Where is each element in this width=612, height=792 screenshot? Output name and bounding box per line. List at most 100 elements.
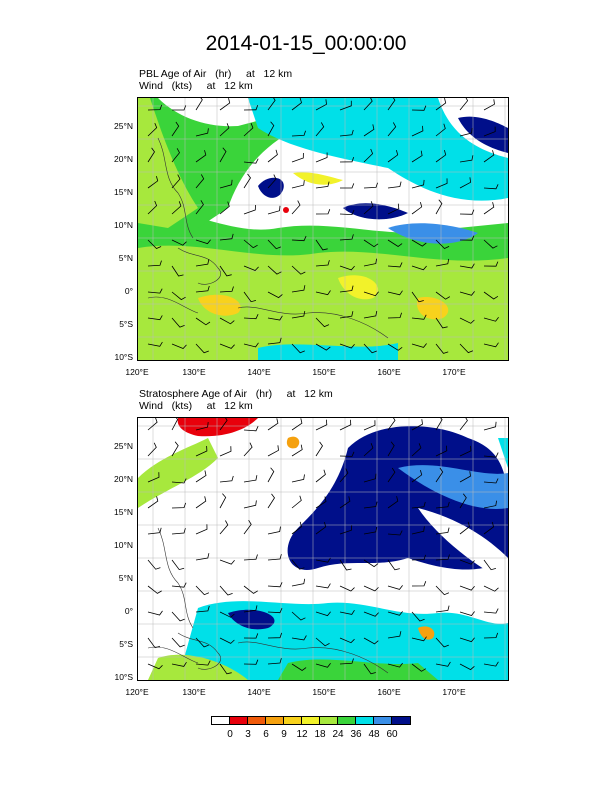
wind-barb bbox=[435, 317, 448, 329]
wind-barb bbox=[411, 611, 425, 622]
wind-barb bbox=[267, 632, 283, 639]
wind-barb bbox=[483, 478, 499, 484]
wind-barb bbox=[171, 637, 185, 648]
colorbar-label: 6 bbox=[263, 729, 269, 740]
wind-barb bbox=[387, 496, 399, 509]
panel2-wind-barbs bbox=[147, 418, 499, 675]
map-title: 2014-01-15_00:00:00 bbox=[205, 32, 407, 55]
wind-barb bbox=[171, 201, 182, 215]
wind-barb bbox=[267, 239, 282, 250]
wind-barb bbox=[363, 343, 377, 354]
wind-barb bbox=[267, 493, 275, 509]
panel2-field-title: Stratosphere Age of Air (hr) at 12 km bbox=[139, 388, 333, 400]
wind-barb bbox=[459, 177, 472, 189]
wind-barb bbox=[411, 636, 427, 642]
wind-barb bbox=[387, 631, 402, 639]
wind-barb bbox=[195, 637, 209, 648]
lat-label: 0° bbox=[124, 606, 133, 616]
wind-barb bbox=[459, 418, 468, 431]
wind-barb bbox=[147, 122, 158, 137]
wind-barb bbox=[147, 585, 162, 594]
colorbar-swatch bbox=[302, 717, 320, 724]
wind-barb bbox=[459, 155, 474, 163]
wind-barb bbox=[411, 105, 427, 111]
wind-barb bbox=[411, 291, 424, 303]
wind-barb bbox=[459, 445, 472, 457]
wind-barb bbox=[363, 637, 379, 645]
wind-barb bbox=[483, 632, 499, 639]
wind-barb bbox=[267, 418, 279, 431]
wind-barb bbox=[363, 201, 374, 215]
wind-barb bbox=[459, 493, 467, 509]
panel1-wind-title: Wind (kts) at 12 km bbox=[139, 80, 253, 92]
wind-barb bbox=[291, 635, 307, 641]
wind-barb bbox=[363, 148, 374, 163]
wind-barb bbox=[387, 98, 396, 111]
wind-barb bbox=[243, 173, 251, 189]
wind-barb bbox=[411, 179, 425, 189]
wind-barb bbox=[171, 661, 187, 667]
wind-barb bbox=[291, 98, 302, 111]
colorbar-label: 3 bbox=[245, 729, 251, 740]
wind-barb bbox=[387, 181, 402, 189]
colorbar bbox=[211, 716, 411, 725]
wind-barb bbox=[195, 259, 210, 267]
lat-label: 10°N bbox=[114, 540, 133, 550]
wind-barb bbox=[363, 559, 379, 568]
wind-barb bbox=[291, 578, 306, 587]
wind-barb bbox=[435, 445, 448, 457]
wind-barb bbox=[363, 182, 378, 189]
wind-barb bbox=[267, 315, 283, 321]
wind-barb bbox=[291, 265, 306, 275]
wind-barb bbox=[195, 496, 207, 509]
wind-barb bbox=[171, 502, 187, 509]
wind-barb bbox=[147, 472, 160, 483]
wind-barb bbox=[315, 419, 328, 431]
wind-barb bbox=[483, 184, 499, 190]
wind-barb bbox=[339, 525, 353, 535]
wind-barb bbox=[171, 121, 180, 137]
strat-fill-layer bbox=[138, 418, 508, 680]
wind-barb bbox=[483, 239, 498, 249]
wind-barb bbox=[339, 451, 355, 457]
wind-barb bbox=[147, 341, 163, 347]
colorbar-swatch bbox=[230, 717, 248, 724]
wind-barb bbox=[315, 343, 331, 351]
wind-barb bbox=[387, 122, 397, 137]
wind-barb bbox=[219, 493, 227, 509]
wind-barb bbox=[483, 661, 499, 667]
wind-barb bbox=[363, 473, 377, 483]
wind-barb bbox=[435, 291, 451, 300]
wind-barb bbox=[291, 285, 306, 293]
wind-barb bbox=[411, 343, 427, 348]
lat-label: 25°N bbox=[114, 121, 133, 131]
wind-barb bbox=[339, 311, 354, 319]
wind-barb bbox=[267, 149, 278, 163]
wind-barb bbox=[411, 554, 426, 561]
wind-barb bbox=[291, 444, 303, 457]
wind-barb bbox=[195, 98, 203, 111]
wind-barb bbox=[387, 203, 400, 215]
wind-barb bbox=[267, 467, 275, 483]
wind-barb bbox=[243, 291, 257, 303]
wind-barb bbox=[363, 420, 376, 431]
wind-barb bbox=[315, 637, 330, 647]
wind-barb bbox=[219, 201, 230, 215]
wind-barb bbox=[219, 265, 232, 277]
wind-barb bbox=[339, 285, 354, 293]
wind-barb bbox=[459, 521, 470, 535]
wind-barb bbox=[435, 554, 450, 561]
wind-barb bbox=[459, 317, 475, 324]
wind-barb bbox=[339, 265, 355, 271]
wind-barb bbox=[363, 98, 373, 111]
panel1-wind-barbs bbox=[147, 98, 499, 354]
wind-barb bbox=[243, 633, 259, 639]
panel1-coastlines bbox=[147, 137, 389, 339]
wind-barb bbox=[195, 422, 209, 431]
wind-barb bbox=[243, 123, 254, 137]
wind-barb bbox=[219, 418, 228, 431]
wind-barb bbox=[195, 200, 204, 215]
colorbar-label: 36 bbox=[350, 729, 362, 740]
wind-barb bbox=[315, 611, 331, 617]
colorbar-label: 60 bbox=[386, 729, 398, 740]
